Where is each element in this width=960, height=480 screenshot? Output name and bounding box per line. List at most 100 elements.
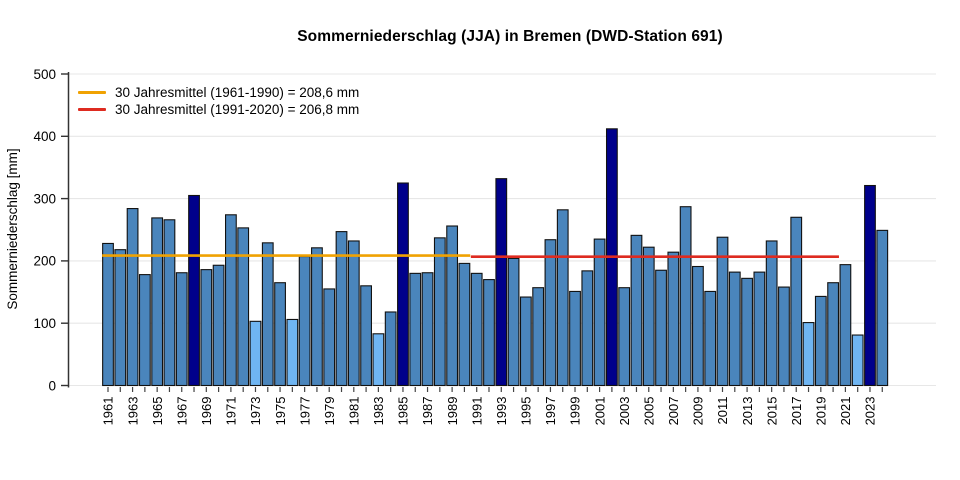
bar-1970 xyxy=(212,264,225,387)
bar-2018 xyxy=(802,322,815,387)
y-axis-label: Sommerniederschlag [mm] xyxy=(5,148,20,309)
bar-1971 xyxy=(225,214,237,387)
y-tick-label-0: 0 xyxy=(48,378,56,393)
x-tick-label-1977: 1977 xyxy=(297,397,312,426)
x-tick-label-1971: 1971 xyxy=(224,397,239,426)
x-tick-label-1973: 1973 xyxy=(248,397,263,426)
bar-1974 xyxy=(261,242,274,387)
bar-1990 xyxy=(458,262,471,387)
x-tick-label-1993: 1993 xyxy=(494,396,509,425)
bar-1997 xyxy=(544,239,557,387)
bar-1962 xyxy=(114,249,127,387)
bar-1983 xyxy=(372,333,385,387)
x-tick-label-2009: 2009 xyxy=(691,397,706,426)
bar-2023 xyxy=(864,184,876,387)
bar-2006 xyxy=(655,269,667,387)
x-tick-label-1981: 1981 xyxy=(347,397,362,426)
bar-2008 xyxy=(679,206,692,387)
x-tick-label-2005: 2005 xyxy=(641,397,656,426)
bar-2015 xyxy=(765,240,778,387)
bar-2007 xyxy=(667,251,680,387)
x-tick-label-1975: 1975 xyxy=(273,397,288,426)
bar-1979 xyxy=(323,288,336,387)
bar-1969 xyxy=(200,269,213,387)
bar-2012 xyxy=(728,271,741,387)
x-tick-label-1983: 1983 xyxy=(371,397,386,426)
legend-row-1991-2020: 30 Jahresmittel (1991-2020) = 206,8 mm xyxy=(78,101,359,118)
bar-2010 xyxy=(704,290,717,387)
bar-1995 xyxy=(519,296,532,387)
bar-2014 xyxy=(753,271,766,387)
bar-2020 xyxy=(827,282,840,387)
chart-legend: 30 Jahresmittel (1961-1990) = 208,6 mm 3… xyxy=(78,84,359,118)
x-tick-label-2023: 2023 xyxy=(863,397,878,426)
y-tick-label-100: 100 xyxy=(33,316,56,331)
x-tick-label-2019: 2019 xyxy=(814,397,829,426)
bar-1961 xyxy=(102,242,114,387)
bar-2001 xyxy=(593,238,606,387)
x-tick-label-2001: 2001 xyxy=(592,397,607,426)
x-tick-label-1961: 1961 xyxy=(101,397,116,426)
bar-1975 xyxy=(274,282,286,387)
x-tick-label-1989: 1989 xyxy=(445,397,460,426)
bar-1987 xyxy=(421,272,434,387)
bar-1967 xyxy=(175,272,188,387)
legend-label-1991-2020: 30 Jahresmittel (1991-2020) = 206,8 mm xyxy=(115,102,360,117)
bar-1973 xyxy=(249,320,262,387)
bar-1986 xyxy=(409,272,422,387)
x-tick-label-2011: 2011 xyxy=(715,397,730,425)
bar-1993 xyxy=(495,178,508,387)
bar-2022 xyxy=(851,334,864,387)
x-tick-label-2015: 2015 xyxy=(764,397,779,426)
legend-label-1961-1990: 30 Jahresmittel (1961-1990) = 208,6 mm xyxy=(115,85,360,100)
x-tick-label-1985: 1985 xyxy=(396,397,411,426)
bar-1963 xyxy=(126,208,139,387)
bar-1976 xyxy=(286,318,299,387)
y-tick-label-300: 300 xyxy=(33,191,56,206)
bar-2024 xyxy=(876,229,889,387)
y-tick-label-400: 400 xyxy=(33,129,56,144)
x-tick-label-1979: 1979 xyxy=(322,397,337,426)
x-tick-label-1999: 1999 xyxy=(568,397,583,426)
bar-2019 xyxy=(814,295,827,387)
chart-title: Sommerniederschlag (JJA) in Bremen (DWD-… xyxy=(297,28,723,45)
bar-1998 xyxy=(556,209,569,387)
bar-1989 xyxy=(446,225,459,387)
x-tick-label-1965: 1965 xyxy=(150,397,165,426)
bar-2009 xyxy=(692,265,704,387)
y-tick-label-200: 200 xyxy=(33,254,56,269)
x-tick-label-1995: 1995 xyxy=(519,397,534,426)
bar-1984 xyxy=(384,311,397,387)
x-tick-label-1987: 1987 xyxy=(420,397,435,426)
bar-2016 xyxy=(778,286,790,387)
x-tick-label-2013: 2013 xyxy=(740,397,755,426)
x-tick-label-1991: 1991 xyxy=(469,397,484,426)
x-tick-label-1969: 1969 xyxy=(199,397,214,426)
bar-1988 xyxy=(433,237,446,387)
legend-line-swatch-orange xyxy=(78,91,106,94)
bar-2021 xyxy=(839,264,852,387)
bar-1964 xyxy=(138,274,151,387)
x-tick-label-2021: 2021 xyxy=(838,397,853,426)
bar-2013 xyxy=(741,277,753,387)
legend-row-1961-1990: 30 Jahresmittel (1961-1990) = 208,6 mm xyxy=(78,84,359,101)
bar-1999 xyxy=(569,290,581,387)
bar-1985 xyxy=(397,182,409,387)
bar-2004 xyxy=(630,234,643,387)
x-tick-label-2017: 2017 xyxy=(789,397,804,426)
bar-2003 xyxy=(618,287,631,387)
bar-1996 xyxy=(532,287,545,387)
bar-2000 xyxy=(581,270,594,387)
x-tick-label-1967: 1967 xyxy=(174,397,189,426)
y-tick-label-500: 500 xyxy=(33,67,56,82)
x-tick-label-1997: 1997 xyxy=(543,397,558,426)
bar-1994 xyxy=(507,257,520,387)
x-tick-label-1963: 1963 xyxy=(125,397,140,426)
bar-1968 xyxy=(188,194,200,387)
bar-1980 xyxy=(335,231,348,387)
bar-1972 xyxy=(237,227,250,387)
bar-1981 xyxy=(347,240,360,387)
bar-1991 xyxy=(470,272,483,387)
